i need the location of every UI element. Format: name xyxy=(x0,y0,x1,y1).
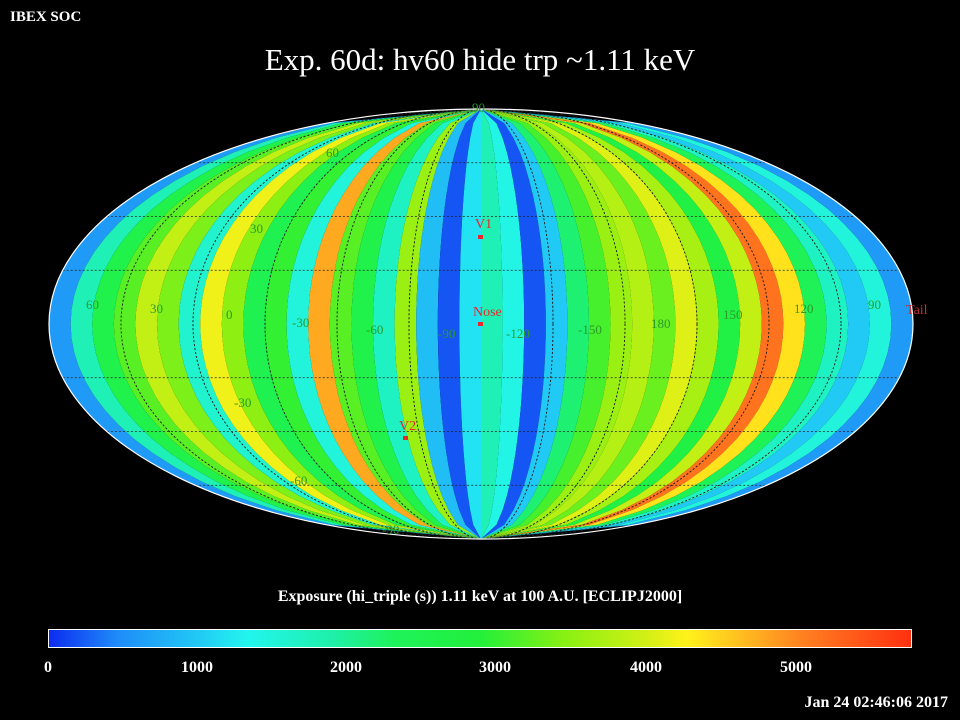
colorbar-tick: 2000 xyxy=(330,659,362,676)
colorbar-tick: 1000 xyxy=(181,659,213,676)
exposure-band xyxy=(481,109,611,539)
colorbar-tick: 5000 xyxy=(780,659,812,676)
map-outline xyxy=(48,108,914,540)
marker-nose xyxy=(478,322,483,326)
lat-label-30: 30 xyxy=(250,221,263,236)
exposure-band xyxy=(481,109,568,539)
lon-label-m30: -30 xyxy=(292,315,309,330)
marker-label-tail: Tail xyxy=(906,303,928,318)
exposure-band xyxy=(481,109,633,539)
lat-label-m90: -90 xyxy=(382,522,399,537)
lat-label-60: 60 xyxy=(326,145,339,160)
lon-label-m150: -150 xyxy=(578,322,602,337)
colorbar-tick: 3000 xyxy=(479,659,511,676)
exposure-band xyxy=(481,109,589,539)
graticule-meridian xyxy=(192,109,770,539)
lat-label-m30: -30 xyxy=(234,395,251,410)
lon-label-m60: -60 xyxy=(366,322,383,337)
graticule xyxy=(62,109,900,539)
lon-label-0: 0 xyxy=(226,307,233,322)
graticule-meridian xyxy=(264,109,698,539)
colorbar-tick: 0 xyxy=(44,659,52,676)
exposure-band xyxy=(481,109,503,539)
colorbar-tick: 4000 xyxy=(630,659,662,676)
graticule-meridian xyxy=(120,109,842,539)
colorbar-caption: Exposure (hi_triple (s)) 1.11 keV at 100… xyxy=(277,588,683,605)
lon-label-m90: -90 xyxy=(438,326,455,341)
lon-label-90: 90 xyxy=(868,297,881,312)
marker-label-v1: V1 xyxy=(475,217,492,232)
marker-v1 xyxy=(478,235,483,239)
marker-label-nose: Nose xyxy=(473,305,502,320)
exposure-band xyxy=(481,109,546,539)
lon-label-60: 60 xyxy=(86,297,99,312)
sky-map: 60 30 0 -30 -60 -90 -120 -150 180 150 12… xyxy=(48,100,928,540)
lon-label-150: 150 xyxy=(723,307,743,322)
lon-label-m120: -120 xyxy=(506,326,530,341)
lat-label-m60: -60 xyxy=(290,473,307,488)
timestamp: Jan 24 02:46:06 2017 xyxy=(804,694,948,711)
graticule-meridian xyxy=(336,109,626,539)
lat-label-90: 90 xyxy=(472,100,485,115)
exposure-band xyxy=(481,109,525,539)
graticule-meridian xyxy=(408,109,554,539)
map-title: Exp. 60d: hv60 hide trp ~1.11 keV xyxy=(264,42,696,77)
lon-label-30: 30 xyxy=(150,301,163,316)
org-label: IBEX SOC xyxy=(10,9,82,25)
lon-label-180: 180 xyxy=(651,316,671,331)
lon-label-120: 120 xyxy=(794,301,814,316)
marker-v2 xyxy=(403,436,408,440)
marker-label-v2: V2 xyxy=(399,419,416,434)
colorbar xyxy=(48,629,912,648)
